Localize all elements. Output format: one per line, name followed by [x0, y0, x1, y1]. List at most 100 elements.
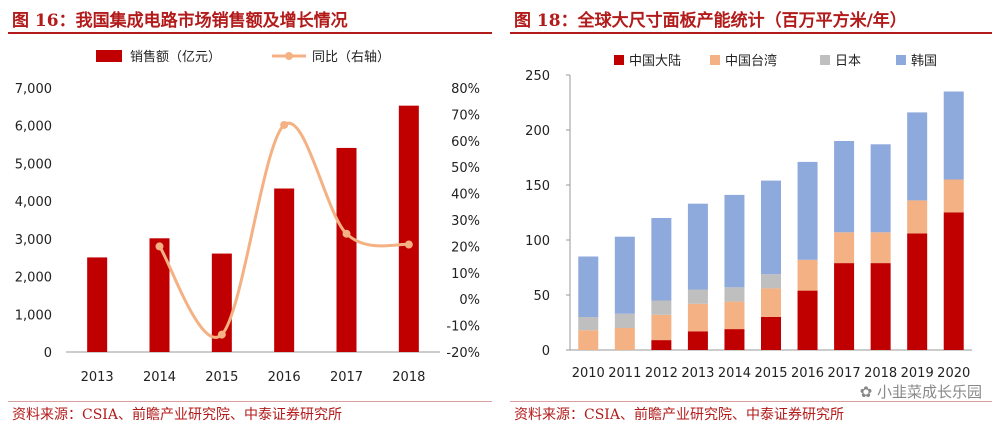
- legend-swatch: [614, 55, 624, 65]
- bar-segment: [834, 263, 855, 350]
- y-tick-label: 200: [525, 124, 550, 139]
- x-tick-label: 2019: [901, 366, 934, 381]
- y-tick-label: 7,000: [15, 82, 52, 97]
- y-tick-label: 150: [525, 179, 550, 194]
- bar-segment: [943, 91, 964, 180]
- title-bar: 图 18：全球大尺寸面板产能统计（百万平方米/年）: [510, 4, 992, 34]
- y2-tick-label: 30%: [451, 214, 480, 229]
- bar-segment: [578, 317, 599, 331]
- line-point: [155, 242, 164, 251]
- y2-tick-label: 40%: [451, 188, 480, 203]
- bar: [274, 188, 295, 352]
- bar-segment: [578, 330, 599, 350]
- bar-segment: [761, 317, 781, 350]
- legend-label: 日本: [835, 54, 861, 69]
- bar: [149, 238, 170, 352]
- line-point: [217, 330, 226, 339]
- legend-label: 中国台湾: [725, 53, 777, 69]
- bar-segment: [687, 289, 708, 304]
- line-point: [404, 240, 413, 249]
- watermark: ✿ 小韭菜成长乐园: [860, 381, 982, 402]
- legend-label: 同比（右轴）: [312, 50, 390, 65]
- y-tick-label: 4,000: [15, 195, 52, 210]
- y-tick-label: 50: [533, 289, 550, 304]
- chart-title: 图 16：我国集成电路市场销售额及增长情况: [12, 11, 348, 31]
- x-tick-label: 2017: [330, 370, 363, 385]
- bar-segment: [651, 314, 672, 341]
- bar-segment: [797, 161, 818, 260]
- bar: [87, 257, 108, 352]
- bar-segment: [834, 141, 855, 233]
- x-tick-label: 2010: [572, 366, 605, 381]
- panel-capacity-chart: 0 50 100 150 200 250 2010 2011 2012 2013 2014 2015 2…: [525, 53, 972, 381]
- wechat-icon: ✿: [859, 383, 877, 401]
- y-tick-label: 0: [44, 346, 52, 361]
- bar-segment: [724, 287, 745, 302]
- bar-segment: [870, 263, 891, 350]
- x-tick-label: 2011: [608, 366, 641, 381]
- source-note: 资料来源：CSIA、前瞻产业研究院、中泰证券研究所: [12, 407, 342, 423]
- legend-label: 韩国: [911, 54, 937, 69]
- bar-segment: [651, 218, 672, 301]
- y-tick-label: 5,000: [15, 157, 52, 172]
- line-point: [280, 120, 289, 129]
- y-tick-label: 2,000: [15, 271, 52, 286]
- line-point: [342, 229, 351, 238]
- bar-segment: [614, 236, 635, 314]
- bar-segment: [907, 200, 928, 234]
- x-tick-label: 2020: [937, 366, 970, 381]
- bar-segment: [870, 232, 891, 264]
- legend-label: 中国大陆: [629, 53, 681, 69]
- x-tick-label: 2012: [645, 366, 678, 381]
- bar-segment: [687, 203, 708, 290]
- bar-segment: [797, 259, 818, 291]
- x-tick-label: 2014: [718, 366, 751, 381]
- y2-tick-label: 50%: [451, 161, 480, 176]
- legend-swatch: [896, 55, 906, 65]
- bar-segment: [834, 232, 855, 264]
- legend-label: 销售额（亿元）: [130, 49, 221, 65]
- y-tick-label: 100: [525, 234, 550, 249]
- bar-segment: [907, 233, 928, 350]
- y2-tick-label: 20%: [451, 240, 480, 255]
- bar: [398, 105, 419, 352]
- y2-tick-label: 70%: [451, 108, 480, 123]
- bar-segment: [614, 328, 635, 350]
- watermark-text: 小韭菜成长乐园: [876, 383, 982, 401]
- x-tick-label: 2015: [205, 370, 238, 385]
- x-tick-label: 2013: [81, 370, 114, 385]
- bar-segment: [724, 301, 745, 330]
- source-divider: [8, 401, 492, 402]
- bar-segment: [724, 194, 745, 288]
- y-tick-label: 3,000: [15, 233, 52, 248]
- chart-panel-panel-capacity: 图 18：全球大尺寸面板产能统计（百万平方米/年） 0 50 100 150 200 25…: [502, 0, 1000, 432]
- y2-tick-label: 80%: [451, 82, 480, 97]
- y2-tick-label: 60%: [451, 135, 480, 150]
- x-tick-label: 2017: [828, 366, 861, 381]
- legend-swatch-point: [285, 52, 293, 60]
- bar-segment: [761, 274, 781, 289]
- bar: [336, 147, 357, 352]
- legend-swatch: [710, 55, 720, 65]
- bar-segment: [651, 300, 672, 315]
- bar-segment: [870, 144, 891, 233]
- x-tick-label: 2018: [392, 370, 425, 385]
- title-bar: 图 16：我国集成电路市场销售额及增长情况: [8, 4, 492, 34]
- bar-segment: [578, 256, 599, 317]
- bar-segment: [761, 288, 781, 317]
- y-tick-label: 0: [542, 344, 550, 359]
- bar-segment: [797, 290, 818, 350]
- x-tick-label: 2016: [268, 370, 301, 385]
- legend-swatch-bar: [96, 50, 122, 62]
- bar-segment: [724, 329, 745, 350]
- x-tick-label: 2018: [864, 366, 897, 381]
- x-tick-label: 2015: [754, 366, 787, 381]
- y2-tick-label: -10%: [446, 320, 480, 335]
- x-tick-label: 2016: [791, 366, 824, 381]
- bar-segment: [614, 313, 635, 328]
- bar-segment: [943, 212, 964, 350]
- bar-segment: [687, 331, 708, 350]
- bar-segment: [761, 180, 781, 275]
- bar-segment: [651, 340, 672, 350]
- ic-sales-chart: 0 1,000 2,000 3,000 4,000 5,000 6,000 7,000 -20%…: [15, 49, 480, 385]
